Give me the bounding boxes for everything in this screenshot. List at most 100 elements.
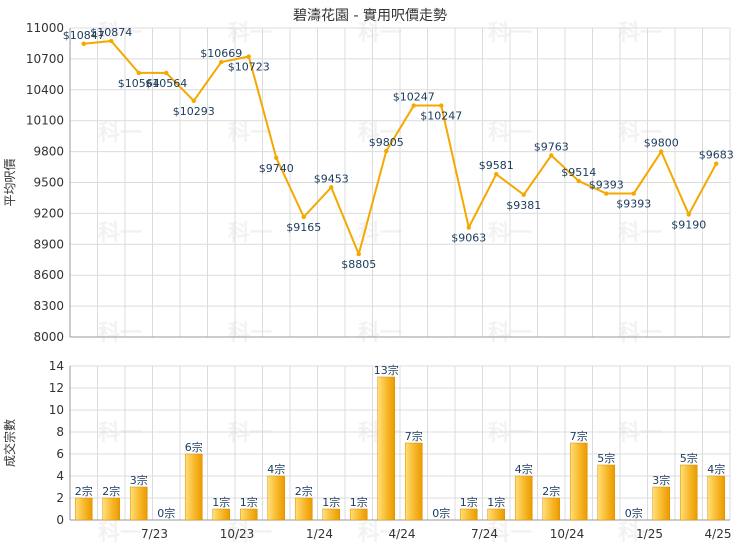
price-data-label: $9393 xyxy=(589,179,624,192)
price-point xyxy=(356,251,361,257)
volume-y-tick-label: 14 xyxy=(49,359,64,373)
volume-data-label: 0宗 xyxy=(625,506,643,520)
volume-bar xyxy=(377,376,396,521)
volume-data-label: 5宗 xyxy=(680,451,698,465)
watermark-text: 科一 xyxy=(618,421,662,446)
volume-bar xyxy=(487,508,506,521)
price-y-tick-label: 8600 xyxy=(33,268,64,282)
x-tick-label: 4/24 xyxy=(389,527,416,541)
volume-bar xyxy=(679,464,698,521)
price-point xyxy=(109,38,114,44)
volume-data-label: 7宗 xyxy=(405,429,423,443)
price-y-tick-label: 8900 xyxy=(33,237,64,251)
volume-data-label: 1宗 xyxy=(212,495,230,509)
volume-data-label: 2宗 xyxy=(295,484,313,498)
price-data-label: $8805 xyxy=(341,258,376,271)
price-data-label: $9763 xyxy=(534,140,569,153)
watermark-text: 科一 xyxy=(98,521,142,546)
price-data-label: $10669 xyxy=(200,47,242,60)
price-y-tick-label: 9200 xyxy=(33,206,64,220)
volume-bar xyxy=(459,508,478,521)
price-data-label: $10564 xyxy=(118,77,160,90)
price-data-label: $9800 xyxy=(644,137,679,150)
price-y-tick-label: 9500 xyxy=(33,176,64,190)
price-point xyxy=(384,148,389,154)
volume-bar xyxy=(129,486,148,521)
price-y-axis-label: 平均呎價 xyxy=(3,158,17,206)
x-tick-label: 4/25 xyxy=(705,527,732,541)
price-data-label: $9190 xyxy=(671,218,706,231)
price-point xyxy=(81,41,86,46)
volume-data-label: 3宗 xyxy=(652,473,670,487)
volume-data-label: 13宗 xyxy=(374,363,399,377)
volume-data-label: 1宗 xyxy=(350,495,368,509)
chart-title: 碧濤花園 - 實用呎價走勢 xyxy=(293,7,447,24)
price-point xyxy=(466,225,471,230)
price-data-label: $9393 xyxy=(616,198,651,211)
watermark-text: 科一 xyxy=(358,121,402,146)
price-y-tick-label: 8300 xyxy=(33,299,64,313)
price-point xyxy=(191,98,196,104)
volume-bar xyxy=(184,453,203,521)
volume-data-label: 1宗 xyxy=(322,495,340,509)
price-data-label: $10293 xyxy=(173,105,215,118)
price-y-tick-label: 10100 xyxy=(26,114,64,128)
price-point xyxy=(274,155,279,160)
x-tick-label: 10/23 xyxy=(220,527,255,541)
price-data-label: $9381 xyxy=(506,199,541,212)
volume-bar xyxy=(707,475,726,521)
volume-data-label: 1宗 xyxy=(487,495,505,509)
volume-bar xyxy=(652,486,671,521)
volume-y-tick-label: 8 xyxy=(56,425,64,439)
price-data-label: $9805 xyxy=(369,136,404,149)
price-point xyxy=(631,191,636,196)
price-data-label: $10247 xyxy=(420,110,462,123)
price-point xyxy=(246,54,251,59)
volume-data-label: 5宗 xyxy=(597,451,615,465)
volume-bar xyxy=(569,442,588,521)
price-data-label: $9165 xyxy=(286,221,321,234)
watermark-text: 科一 xyxy=(98,121,142,146)
volume-bar xyxy=(322,508,341,521)
price-point xyxy=(136,70,141,76)
volume-y-tick-label: 0 xyxy=(56,513,64,527)
price-point xyxy=(411,103,416,108)
watermark-text: 科一 xyxy=(358,21,402,46)
volume-data-label: 4宗 xyxy=(267,462,285,476)
watermark-text: 科一 xyxy=(98,421,142,446)
volume-data-label: 1宗 xyxy=(240,495,258,509)
price-point xyxy=(604,191,609,196)
x-tick-label: 1/24 xyxy=(306,527,333,541)
watermark-text: 科一 xyxy=(618,221,662,246)
watermark-text: 科一 xyxy=(618,521,662,546)
price-data-label: $10874 xyxy=(90,26,132,39)
watermark-text: 科一 xyxy=(98,321,142,346)
watermark-text: 科一 xyxy=(228,521,272,546)
price-series-line xyxy=(83,39,718,256)
price-y-tick-label: 11000 xyxy=(26,21,64,35)
price-point xyxy=(659,149,664,154)
watermark-text: 科一 xyxy=(488,521,532,546)
volume-y-tick-label: 4 xyxy=(56,469,64,483)
price-point xyxy=(686,212,691,217)
x-tick-label: 7/23 xyxy=(141,527,168,541)
volume-data-label: 2宗 xyxy=(102,484,120,498)
volume-y-tick-label: 2 xyxy=(56,491,64,505)
price-data-label: $9063 xyxy=(451,232,486,245)
volume-bar xyxy=(239,508,258,521)
volume-bar xyxy=(542,497,561,521)
price-data-label: $10723 xyxy=(228,61,270,74)
price-y-tick-label: 8000 xyxy=(33,330,64,344)
volume-data-label: 2宗 xyxy=(75,484,93,498)
price-panel: 8000 8300 8600 8900 9200 9500 9800 10100 10400 10… xyxy=(3,21,734,344)
volume-bar xyxy=(404,442,423,521)
price-data-label: $10247 xyxy=(393,91,435,104)
price-y-tick-label: 10400 xyxy=(26,83,64,97)
price-point xyxy=(301,214,306,220)
watermark-text: 科一 xyxy=(358,221,402,246)
price-data-label: $9581 xyxy=(479,159,514,172)
price-point xyxy=(521,192,526,197)
volume-data-label: 0宗 xyxy=(432,506,450,520)
price-data-label: $9514 xyxy=(561,166,596,179)
